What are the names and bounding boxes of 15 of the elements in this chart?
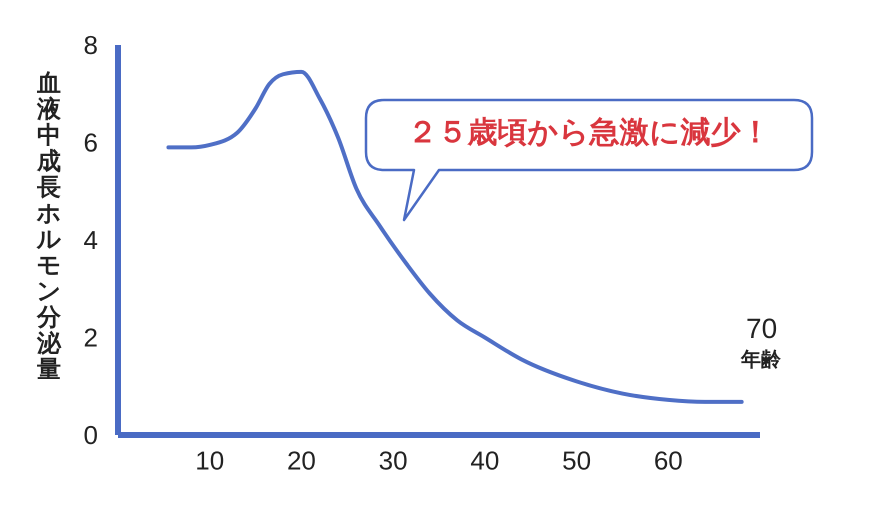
x-tick-label: 60 [654, 445, 683, 476]
annotation: 70 [746, 313, 778, 345]
y-tick-label: 6 [84, 128, 98, 158]
y-tick-label: 8 [84, 30, 98, 60]
x-tick-label: 30 [378, 445, 408, 476]
y-tick-label: 2 [84, 322, 98, 353]
x-axis-title: 年齢 [741, 346, 781, 373]
x-tick-label: 20 [286, 445, 316, 476]
x-tick-label: 50 [562, 445, 592, 476]
annotation: ２５歳頃から急激に減少！ [406, 114, 772, 152]
text: 血液中成長ホルモン分泌量 [36, 69, 62, 383]
x-tick-label: 40 [470, 445, 500, 476]
x-tick-label: 10 [195, 445, 224, 476]
y-tick-label: 0 [84, 420, 98, 450]
y-tick-label: 4 [84, 225, 98, 256]
